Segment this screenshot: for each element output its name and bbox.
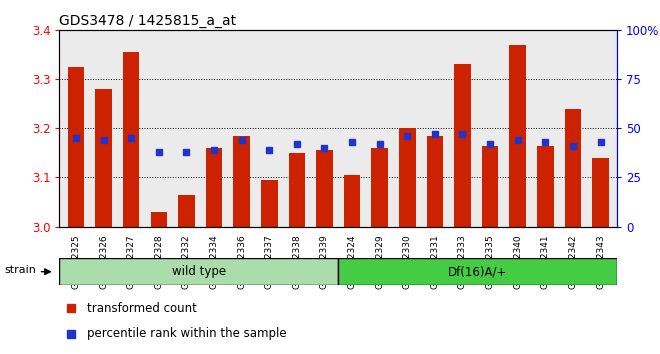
- Bar: [59, 258, 338, 285]
- Text: Df(16)A/+: Df(16)A/+: [448, 265, 508, 278]
- Bar: [68, 67, 84, 227]
- Bar: [510, 45, 526, 227]
- Bar: [399, 128, 416, 227]
- Bar: [123, 52, 139, 227]
- Text: transformed count: transformed count: [87, 302, 197, 315]
- Bar: [150, 212, 167, 227]
- Bar: [178, 195, 195, 227]
- Bar: [261, 180, 277, 227]
- Bar: [206, 148, 222, 227]
- Bar: [234, 136, 250, 227]
- Bar: [537, 145, 554, 227]
- Bar: [288, 153, 305, 227]
- Bar: [344, 175, 360, 227]
- Text: percentile rank within the sample: percentile rank within the sample: [87, 327, 287, 340]
- Bar: [316, 150, 333, 227]
- Bar: [565, 109, 581, 227]
- Text: GDS3478 / 1425815_a_at: GDS3478 / 1425815_a_at: [59, 14, 236, 28]
- Bar: [426, 136, 443, 227]
- Bar: [592, 158, 609, 227]
- Text: wild type: wild type: [172, 265, 226, 278]
- Bar: [482, 145, 498, 227]
- Bar: [372, 148, 388, 227]
- Bar: [95, 89, 112, 227]
- Bar: [454, 64, 471, 227]
- Text: strain: strain: [5, 266, 36, 275]
- Bar: [338, 258, 617, 285]
